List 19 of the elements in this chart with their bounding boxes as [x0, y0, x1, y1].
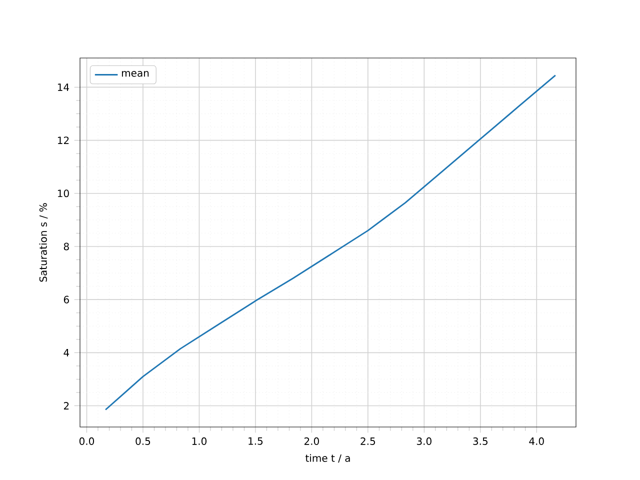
x-tick-label: 3.5: [473, 437, 488, 445]
x-tick-label: 3.0: [416, 437, 432, 445]
y-tick-label: 6: [64, 296, 69, 304]
x-tick-label: 1.5: [248, 437, 263, 445]
x-tick-label: 0.5: [136, 437, 150, 445]
x-tick-label: 1.0: [192, 437, 206, 445]
x-axis-title: time t / a: [306, 454, 350, 463]
y-tick-label: 12: [58, 136, 69, 144]
y-tick-label: 14: [58, 84, 70, 91]
y-tick-label: 10: [58, 190, 69, 198]
y-axis-title: Saturation s / %: [39, 203, 48, 282]
y-tick-label: 8: [64, 242, 69, 250]
x-tick-label: 2.0: [304, 437, 319, 445]
x-tick-label: 0.0: [79, 437, 94, 445]
x-tick-label: 2.5: [360, 437, 375, 445]
legend-label: mean: [122, 70, 149, 77]
y-tick-label: 2: [64, 402, 69, 410]
x-tick-label: 4.0: [529, 437, 544, 445]
y-tick-label: 4: [64, 349, 70, 356]
